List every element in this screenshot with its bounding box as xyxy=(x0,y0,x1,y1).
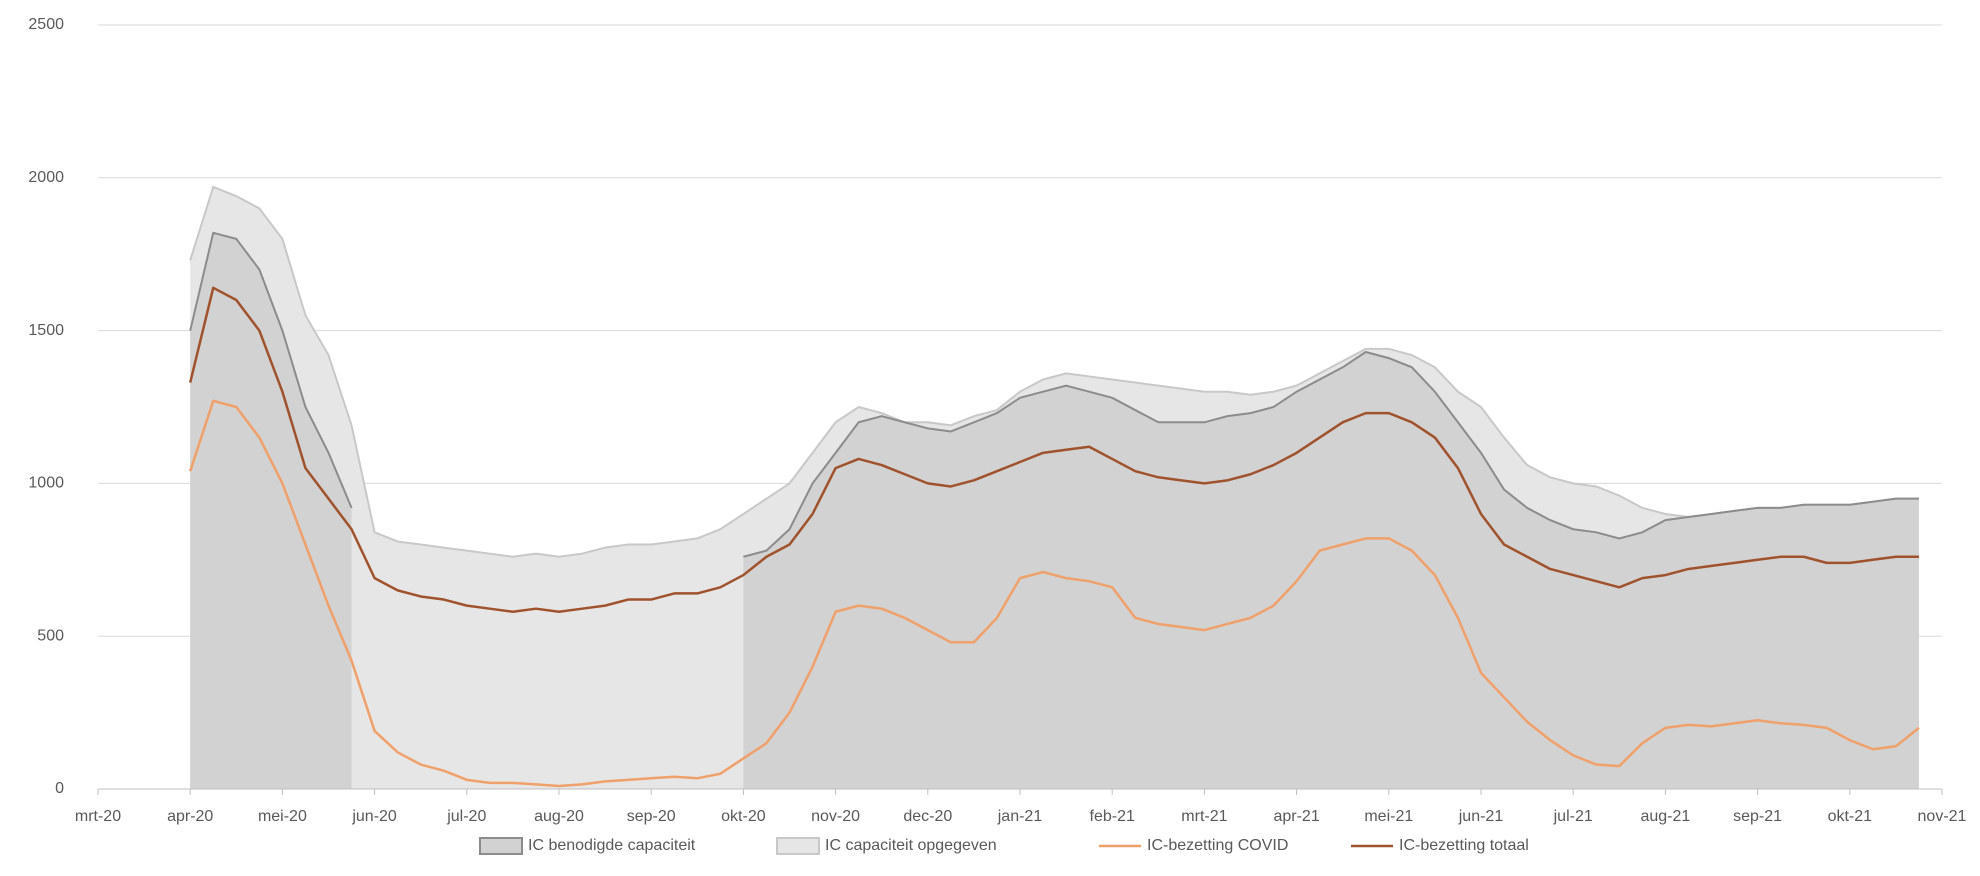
legend-swatch xyxy=(776,837,820,855)
y-tick-label: 1500 xyxy=(28,322,64,339)
x-tick-label: aug-21 xyxy=(1640,808,1690,825)
y-tick-label: 500 xyxy=(37,627,64,644)
x-tick-label: aug-20 xyxy=(534,808,584,825)
x-tick-label: okt-21 xyxy=(1828,808,1873,825)
y-tick-label: 0 xyxy=(55,780,64,797)
x-tick-label: mrt-21 xyxy=(1181,808,1227,825)
x-tick-label: jun-20 xyxy=(351,808,397,825)
line xyxy=(188,286,1919,614)
legend-swatch xyxy=(479,837,523,855)
x-tick-label: apr-21 xyxy=(1273,808,1319,825)
x-tick-label: feb-21 xyxy=(1090,808,1135,825)
x-tick-label: mei-21 xyxy=(1364,808,1413,825)
x-tick-label: sep-20 xyxy=(627,808,676,825)
legend-label: IC-bezetting COVID xyxy=(1147,837,1288,854)
y-tick-label: 2000 xyxy=(28,169,64,186)
legend-label: IC benodigde capaciteit xyxy=(528,837,696,854)
x-tick-label: nov-20 xyxy=(811,808,860,825)
legend-label: IC-bezetting totaal xyxy=(1399,837,1529,854)
y-tick-label: 2500 xyxy=(28,16,64,33)
x-tick-label: mrt-20 xyxy=(75,808,121,825)
x-tick-label: jun-21 xyxy=(1458,808,1504,825)
x-tick-label: jul-21 xyxy=(1553,808,1593,825)
x-tick-label: mei-20 xyxy=(258,808,307,825)
x-tick-label: apr-20 xyxy=(167,808,213,825)
line xyxy=(189,399,1920,788)
legend-label: IC capaciteit opgegeven xyxy=(825,837,997,854)
x-tick-label: dec-20 xyxy=(903,808,952,825)
area-outline xyxy=(189,231,1919,558)
x-tick-label: sep-21 xyxy=(1733,808,1782,825)
area xyxy=(190,232,1919,790)
x-tick-label: jan-21 xyxy=(997,808,1043,825)
x-tick-label: nov-21 xyxy=(1918,808,1967,825)
x-tick-label: okt-20 xyxy=(721,808,766,825)
y-tick-label: 1000 xyxy=(28,475,64,492)
area-outline xyxy=(189,185,1919,558)
x-tick-label: jul-20 xyxy=(446,808,486,825)
